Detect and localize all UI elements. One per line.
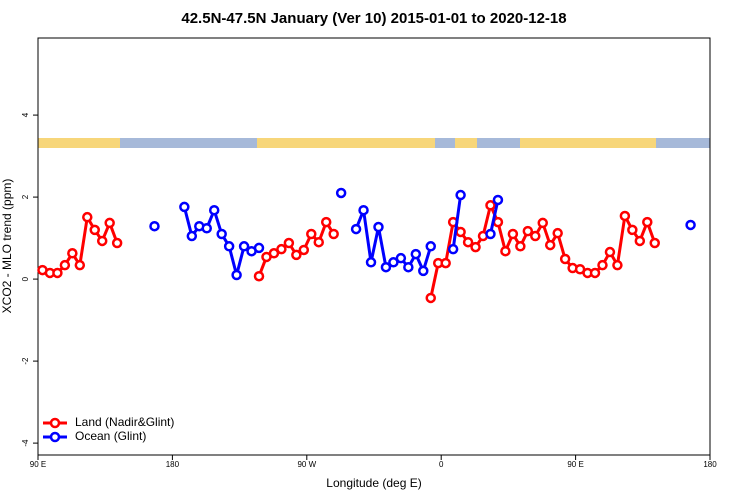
point <box>544 239 556 251</box>
point <box>111 237 123 249</box>
point <box>231 269 242 281</box>
point <box>388 257 399 268</box>
land-ocean-strip <box>38 138 710 148</box>
point <box>515 241 526 252</box>
point <box>485 200 496 211</box>
point <box>395 252 407 264</box>
point <box>59 259 71 271</box>
x-tick-label: 90 W <box>297 460 316 469</box>
point <box>253 270 265 282</box>
point <box>492 194 504 206</box>
land-strip <box>455 138 477 148</box>
point <box>268 248 280 259</box>
point <box>335 187 347 199</box>
legend-marker <box>49 417 61 429</box>
point <box>320 216 332 228</box>
point <box>612 259 623 271</box>
point <box>380 261 392 273</box>
point <box>597 259 608 271</box>
point <box>425 241 436 252</box>
y-tick-label: -4 <box>21 439 30 447</box>
point <box>440 257 451 269</box>
point <box>530 230 541 242</box>
point <box>149 220 160 232</box>
point <box>455 189 466 201</box>
point <box>462 236 474 248</box>
point <box>186 230 198 242</box>
plot-frame <box>37 37 711 456</box>
point <box>291 249 302 261</box>
x-tick-label: 90 E <box>30 460 46 469</box>
point <box>685 219 696 231</box>
point <box>500 245 511 257</box>
point <box>358 204 369 216</box>
point <box>216 228 227 240</box>
point <box>238 241 250 252</box>
point <box>619 210 631 222</box>
legend-label: Land (Nadir&Glint) <box>75 415 174 429</box>
point <box>470 241 481 253</box>
point <box>552 227 563 239</box>
point <box>418 265 429 277</box>
point <box>373 221 384 233</box>
y-tick-label: -2 <box>21 357 30 365</box>
point <box>559 253 571 265</box>
point <box>298 244 310 256</box>
point <box>627 224 638 236</box>
y-axis-label: XCO2 - MLO trend (ppm) <box>0 179 14 314</box>
point <box>313 236 324 248</box>
point <box>365 257 377 268</box>
point <box>522 225 534 237</box>
point <box>589 267 601 279</box>
series-line <box>41 203 657 299</box>
y-tick-label: 2 <box>21 194 30 199</box>
point <box>96 235 108 247</box>
point <box>403 261 414 273</box>
legend-label: Ocean (Glint) <box>75 429 146 443</box>
point <box>306 228 317 240</box>
x-tick-label: 90 E <box>567 460 583 469</box>
point <box>537 217 548 229</box>
point <box>447 243 459 255</box>
point <box>201 223 212 234</box>
point <box>425 292 436 304</box>
point <box>485 228 496 240</box>
point <box>208 204 220 216</box>
x-tick-label: 180 <box>703 460 717 469</box>
x-tick-label: 180 <box>166 460 180 469</box>
point <box>410 248 422 260</box>
point <box>74 259 86 271</box>
point <box>492 216 504 228</box>
point <box>283 237 295 249</box>
point <box>82 211 93 223</box>
land-strip <box>38 138 120 148</box>
point <box>604 246 616 258</box>
point <box>328 228 339 240</box>
point <box>350 223 362 235</box>
y-tick-label: 0 <box>21 276 30 281</box>
point <box>447 216 459 228</box>
x-axis-label: Longitude (deg E) <box>326 476 421 490</box>
point <box>507 228 519 240</box>
point <box>634 235 646 247</box>
point <box>276 243 287 255</box>
point <box>223 241 235 252</box>
point <box>455 226 466 238</box>
chart-title: 42.5N-47.5N January (Ver 10) 2015-01-01 … <box>181 10 566 27</box>
point <box>52 267 63 279</box>
point <box>253 242 265 254</box>
land-strip <box>520 138 656 148</box>
point <box>104 217 115 229</box>
point <box>179 201 190 213</box>
legend-marker <box>49 431 61 443</box>
point <box>642 216 653 228</box>
land-strip <box>257 138 435 148</box>
point <box>67 248 78 259</box>
point <box>89 224 100 236</box>
x-tick-label: 0 <box>439 460 444 469</box>
point <box>649 237 660 249</box>
y-tick-label: 4 <box>21 112 30 117</box>
